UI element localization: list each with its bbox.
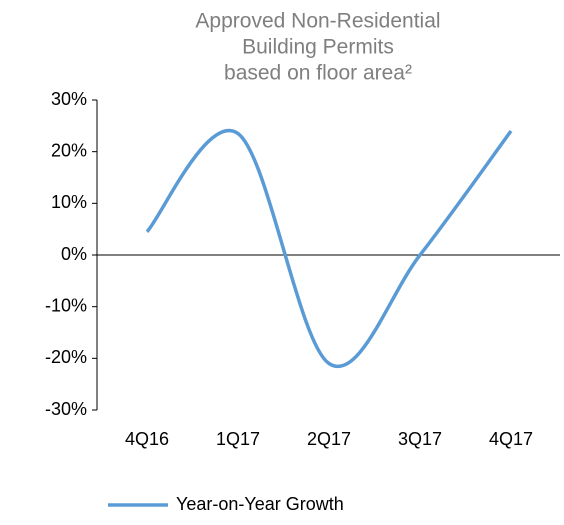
x-tick-label: 3Q17 bbox=[398, 429, 442, 449]
y-tick-label: -30% bbox=[45, 399, 87, 419]
x-tick-label: 4Q16 bbox=[125, 429, 169, 449]
y-tick-label: 20% bbox=[51, 140, 87, 160]
y-tick-label: -20% bbox=[45, 347, 87, 367]
y-tick-label: 0% bbox=[61, 244, 87, 264]
y-tick-label: 30% bbox=[51, 89, 87, 109]
x-tick-label: 4Q17 bbox=[489, 429, 533, 449]
chart-title: Building Permits bbox=[242, 36, 394, 59]
series-line bbox=[145, 128, 513, 368]
chart-title: Approved Non-Residential bbox=[195, 10, 440, 33]
y-tick-label: -10% bbox=[45, 295, 87, 315]
legend-label: Year-on-Year Growth bbox=[176, 494, 344, 514]
x-tick-label: 1Q17 bbox=[216, 429, 260, 449]
chart-title: based on floor area² bbox=[224, 62, 412, 85]
x-tick-label: 2Q17 bbox=[307, 429, 351, 449]
y-tick-label: 10% bbox=[51, 192, 87, 212]
